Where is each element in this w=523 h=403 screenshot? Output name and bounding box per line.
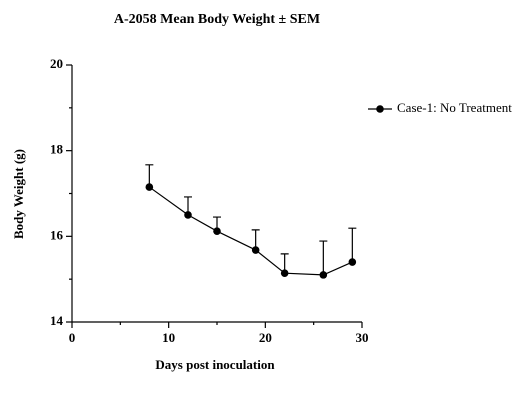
x-tick-label: 30 bbox=[356, 330, 369, 345]
chart-title: A-2058 Mean Body Weight ± SEM bbox=[114, 12, 320, 27]
data-point bbox=[184, 211, 192, 219]
legend-marker bbox=[376, 105, 384, 113]
legend-label: Case-1: No Treatment bbox=[397, 100, 512, 115]
data-point bbox=[280, 269, 289, 277]
data-point bbox=[319, 271, 328, 279]
data-point bbox=[145, 183, 154, 191]
y-axis-label: Body Weight (g) bbox=[11, 149, 26, 239]
data-point bbox=[251, 246, 260, 254]
y-tick-label: 14 bbox=[50, 313, 64, 328]
y-tick-label: 20 bbox=[50, 56, 63, 71]
x-axis-label: Days post inoculation bbox=[155, 357, 275, 372]
x-tick-label: 10 bbox=[162, 330, 175, 345]
data-point bbox=[213, 227, 221, 235]
x-tick-label: 20 bbox=[259, 330, 272, 345]
x-tick-label: 0 bbox=[69, 330, 76, 345]
series-line bbox=[148, 186, 353, 276]
y-tick-label: 18 bbox=[50, 142, 64, 157]
data-point bbox=[348, 258, 357, 266]
error-bar bbox=[348, 227, 357, 263]
error-bar bbox=[319, 240, 328, 275]
y-tick-label: 16 bbox=[50, 227, 64, 242]
